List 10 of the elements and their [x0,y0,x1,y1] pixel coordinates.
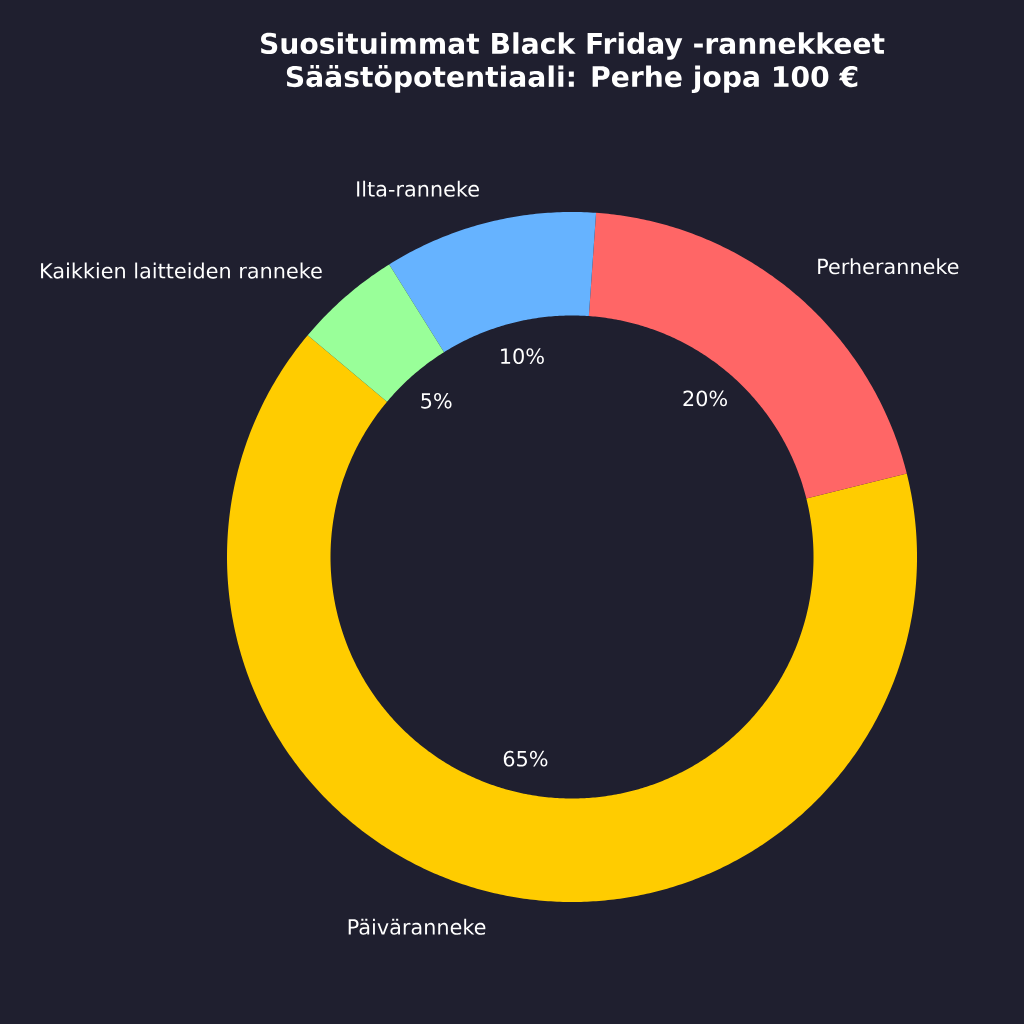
data-label: 20% [683,390,728,407]
chart-title: Suosituimmat Black Friday -rannekkeet [261,32,885,60]
data-label: 65% [503,750,548,767]
data-label: 10% [501,348,544,365]
slice-label: Ilta-ranneke [357,180,479,197]
chart-subtitle: Säästöpotentiaali: Perhe jopa 100 € [286,65,858,93]
slice-label: Päiväranneke [348,918,486,935]
slice-label: Kaikkien laitteiden ranneke [41,262,322,279]
slice-label: Perheranneke [818,258,959,275]
data-label: 5% [421,392,452,409]
